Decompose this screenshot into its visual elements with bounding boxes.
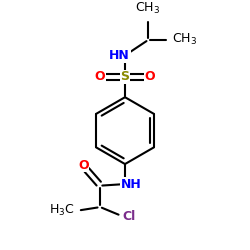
Text: S: S [120,70,130,84]
Text: HN: HN [109,49,130,62]
Text: H$_3$C: H$_3$C [49,203,75,218]
Text: O: O [94,70,105,84]
Text: NH: NH [120,178,141,191]
Text: CH$_3$: CH$_3$ [135,1,160,16]
Text: Cl: Cl [122,210,135,223]
Text: O: O [78,159,88,172]
Text: O: O [145,70,156,84]
Text: CH$_3$: CH$_3$ [172,32,197,48]
